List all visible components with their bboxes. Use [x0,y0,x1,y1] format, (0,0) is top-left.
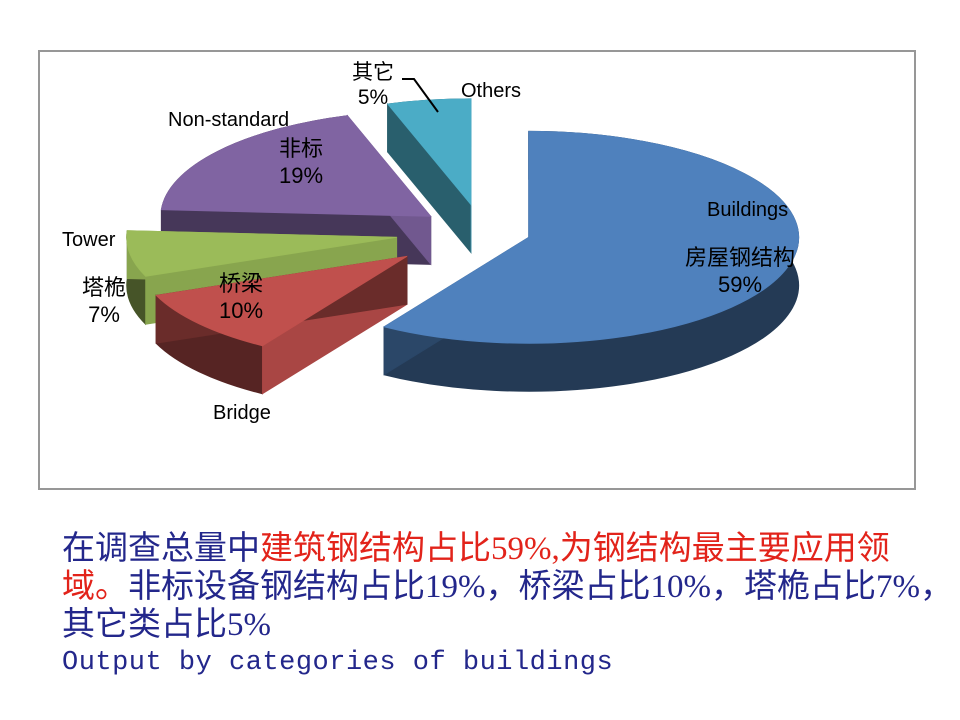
label-nonstandard-pct: 19% [278,163,324,188]
label-bridge-zh: 桥梁 10% [219,270,263,324]
caption-run: Output by categories of buildings [62,648,614,678]
chart-area: Others Non-standard Tower Bridge Buildin… [38,50,916,490]
label-bridge-pct: 10% [218,298,264,323]
caption-run: 在调查总量中 [62,531,260,567]
caption-line: 其它类占比5% [62,606,922,644]
label-tower-pct: 7% [88,302,120,327]
pie-3d-chart [126,78,800,395]
caption-run: 其它类占比5% [62,607,271,643]
label-bridge-zh-text: 桥梁 [218,271,264,296]
label-tower-en: Tower [62,229,116,251]
caption-run: 域。 [62,569,128,605]
label-others-zh-text: 其它 [352,61,394,84]
caption-line: Output by categories of buildings [62,644,922,682]
label-nonstandard-en: Non-standard [168,109,290,131]
label-buildings-zh-text: 房屋钢结构 [684,245,796,270]
label-buildings-en: Buildings [707,199,789,221]
label-nonstandard-zh: 非标 19% [279,135,323,189]
pie-slice-buildings [382,130,800,392]
label-buildings-zh: 房屋钢结构 59% [685,244,795,298]
label-others-pct: 5% [357,86,389,109]
label-tower-zh: 塔桅 7% [82,274,126,328]
caption-run: 非标设备钢结构占比19%，桥梁占比10%，塔桅占比7%， [128,569,953,605]
label-buildings-pct: 59% [717,272,763,297]
pie-slice-bridge [155,255,408,395]
pie-slice-others [386,98,472,254]
caption-line: 在调查总量中建筑钢结构占比59%,为钢结构最主要应用领 [62,530,922,568]
pie-slices-group [126,98,800,395]
others-leader-line [402,78,439,113]
caption-line: 域。非标设备钢结构占比19%，桥梁占比10%，塔桅占比7%， [62,568,953,606]
caption-block: 在调查总量中建筑钢结构占比59%,为钢结构最主要应用领 域。非标设备钢结构占比19… [62,530,953,682]
label-others-zh: 其它 5% [352,60,394,110]
label-others-en: Others [461,80,522,102]
caption-run: 建筑钢结构占比59%,为钢结构最主要应用领 [260,531,890,567]
label-nonstandard-zh-text: 非标 [278,136,324,161]
label-bridge-en: Bridge [213,402,271,424]
label-tower-zh-text: 塔桅 [81,275,127,300]
